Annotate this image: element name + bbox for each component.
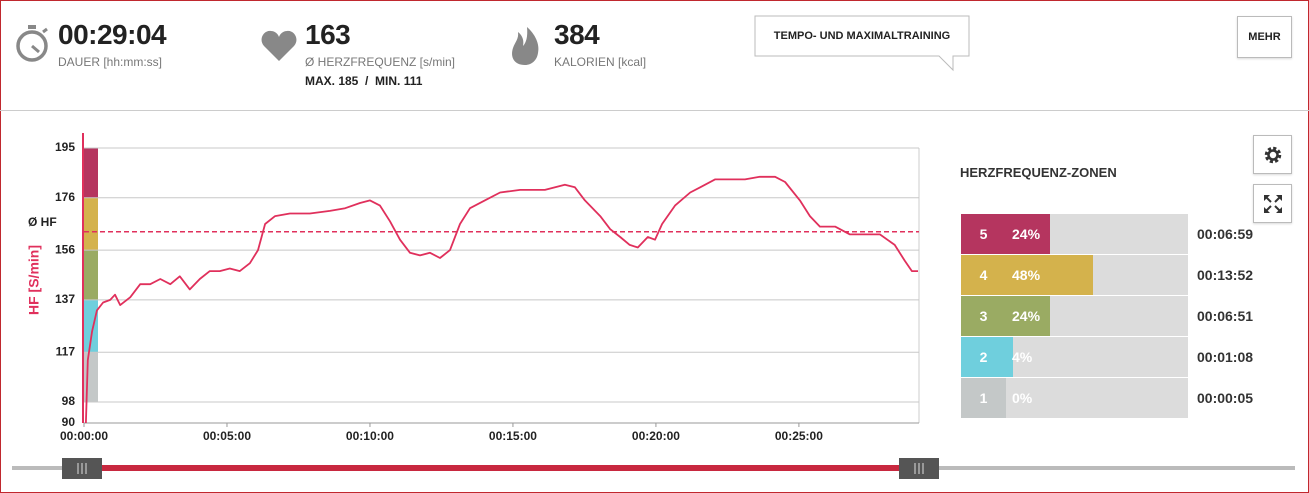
stopwatch-icon (16, 25, 48, 62)
zone-band (84, 250, 98, 300)
zone-percent: 48% (1012, 267, 1041, 283)
header-divider (0, 110, 1309, 111)
zone-row: 1 0% (961, 378, 1188, 418)
y-tick-label: 98 (62, 394, 76, 408)
x-tick-label: 00:25:00 (775, 429, 823, 443)
more-button[interactable]: MEHR (1237, 16, 1292, 58)
zones-title: HERZFREQUENZ-ZONEN (960, 165, 1117, 180)
zone-bar (1006, 296, 1050, 336)
training-bubble (754, 15, 970, 72)
training-type[interactable]: TEMPO- UND MAXIMALTRAINING (773, 30, 951, 42)
y-tick-label: 156 (55, 242, 75, 256)
y-tick-label: 195 (55, 140, 75, 154)
heart-rate-range: MAX. 185 / MIN. 111 (305, 74, 423, 88)
zone-percent: 24% (1012, 226, 1041, 242)
zone-bar (1006, 255, 1094, 295)
zone-bar (1006, 337, 1014, 377)
zone-bar (1006, 214, 1050, 254)
zone-row: 3 24% (961, 296, 1188, 336)
x-tick-label: 00:15:00 (489, 429, 537, 443)
zone-band (84, 148, 98, 198)
zone-number: 3 (961, 296, 1006, 336)
gear-icon (1264, 146, 1281, 163)
x-tick-label: 00:20:00 (632, 429, 680, 443)
plot-background (84, 128, 930, 448)
x-tick-label: 00:05:00 (203, 429, 251, 443)
y-axis-title: HF [S/min] (26, 245, 42, 315)
y-tick-label: 117 (56, 344, 76, 358)
heart-rate: 163 (305, 19, 351, 50)
zone-time: 00:13:52 (1197, 267, 1254, 283)
zone-percent: 0% (1012, 390, 1033, 406)
zone-number: 4 (961, 255, 1006, 295)
zone-time: 00:06:59 (1197, 226, 1254, 242)
range-handle-right[interactable] (899, 458, 939, 479)
y-tick-label: 137 (55, 292, 75, 306)
zone-time: 00:06:51 (1197, 308, 1254, 324)
heart-rate-label: Ø HERZFREQUENZ [s/min] (305, 55, 456, 69)
x-tick-label: 00:10:00 (346, 429, 394, 443)
range-selection (82, 465, 918, 471)
duration-label: DAUER [hh:mm:ss] (58, 55, 163, 69)
zone-row: 4 48% (961, 255, 1188, 295)
zone-number: 2 (961, 337, 1006, 377)
y-tick-label: 90 (62, 415, 76, 429)
x-tick-label: 00:00:00 (60, 429, 108, 443)
zone-time: 00:01:08 (1197, 349, 1254, 365)
zone-number: 5 (961, 214, 1006, 254)
zone-row: 5 24% (961, 214, 1188, 254)
heart-icon (261, 30, 297, 61)
y-tick-label: 176 (55, 190, 75, 204)
average-label: Ø HF (28, 215, 57, 229)
expand-icon (1263, 194, 1282, 213)
range-handle-left[interactable] (62, 458, 102, 479)
zone-time: 00:00:05 (1197, 390, 1254, 406)
zone-percent: 24% (1012, 308, 1041, 324)
zone-band (84, 299, 98, 353)
calories-label: KALORIEN [kcal] (554, 55, 647, 69)
zone-number: 1 (961, 378, 1006, 418)
heart-rate-line (85, 175, 918, 424)
duration: 00:29:04 (58, 19, 167, 50)
settings-button[interactable] (1253, 135, 1292, 174)
calories: 384 (554, 19, 600, 50)
flame-icon (512, 27, 539, 65)
expand-button[interactable] (1253, 184, 1292, 223)
zone-row: 2 4% (961, 337, 1188, 377)
zone-percent: 4% (1012, 349, 1033, 365)
zone-band (84, 197, 98, 251)
